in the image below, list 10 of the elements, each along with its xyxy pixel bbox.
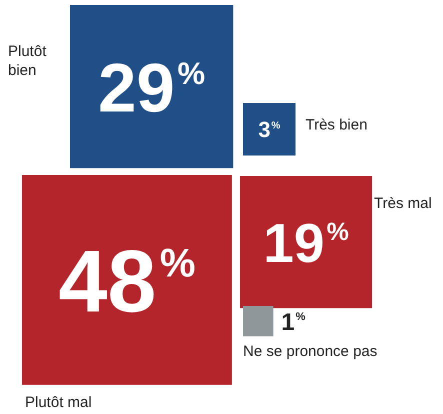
category-label: Ne se prononce pas: [243, 343, 378, 360]
category-label: Très mal: [374, 195, 432, 212]
category-label: Plutôt mal: [25, 394, 92, 412]
category-label: Plutôt bien: [8, 43, 48, 80]
data-label: 1%: [281, 308, 306, 336]
data-label: 48%: [58, 232, 196, 331]
data-label: 3%: [258, 117, 280, 142]
data-label: 19%: [263, 212, 349, 274]
data-label: 29%: [98, 49, 206, 126]
category-label: Très bien: [305, 116, 368, 134]
